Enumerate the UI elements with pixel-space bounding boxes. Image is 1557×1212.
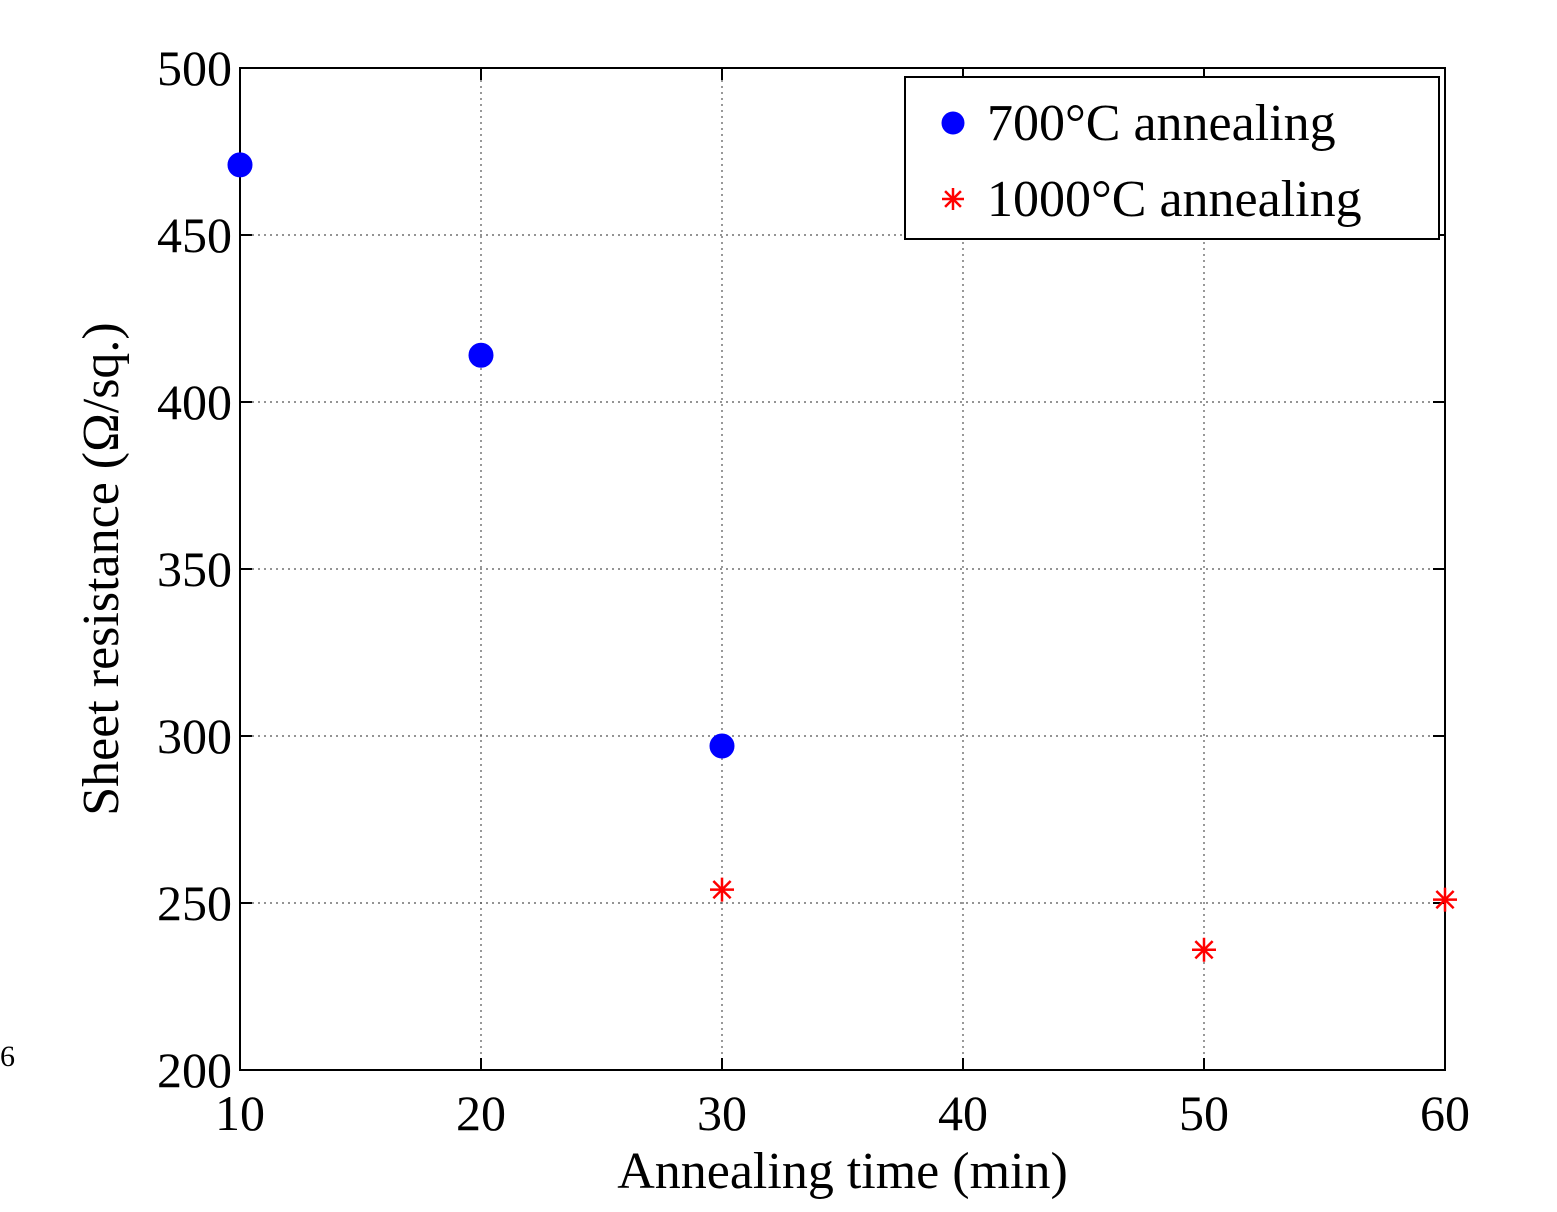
data-point bbox=[1192, 937, 1216, 962]
y-tick-label: 500 bbox=[157, 40, 232, 96]
data-point bbox=[468, 342, 494, 368]
y-tick-label: 400 bbox=[157, 374, 232, 430]
legend-label: 1000°C annealing bbox=[987, 171, 1362, 228]
x-axis-label: Annealing time (min) bbox=[617, 1143, 1068, 1200]
x-tick-label: 10 bbox=[215, 1085, 265, 1141]
y-tick-label: 300 bbox=[157, 708, 232, 764]
data-point bbox=[709, 733, 735, 759]
legend: 700°C annealing 1000°C annealing bbox=[904, 76, 1440, 240]
y-axis-label: Sheet resistance (Ω/sq.) bbox=[73, 322, 130, 816]
tick-labels: 10 20 30 40 50 60 200 250 300 350 400 450 500 bbox=[157, 40, 1470, 1141]
legend-marker bbox=[942, 188, 964, 210]
legend-marker bbox=[941, 111, 965, 135]
data-point bbox=[710, 877, 734, 902]
x-tick-label: 60 bbox=[1420, 1085, 1470, 1141]
data-point bbox=[1433, 887, 1457, 912]
data-points bbox=[227, 152, 1457, 962]
x-tick-label: 50 bbox=[1179, 1085, 1229, 1141]
x-tick-label: 20 bbox=[456, 1085, 506, 1141]
y-tick-label: 200 bbox=[157, 1042, 232, 1098]
x-tick-label: 30 bbox=[697, 1085, 747, 1141]
legend-label: 700°C annealing bbox=[987, 95, 1336, 152]
y-tick-label: 450 bbox=[157, 207, 232, 263]
grid-lines bbox=[240, 68, 1445, 1070]
edge-text-fragment: 6 bbox=[0, 1040, 15, 1073]
y-tick-label: 250 bbox=[157, 875, 232, 931]
x-tick-label: 40 bbox=[938, 1085, 988, 1141]
data-point bbox=[227, 152, 253, 178]
legend-box bbox=[904, 76, 1440, 240]
y-tick-label: 350 bbox=[157, 541, 232, 597]
